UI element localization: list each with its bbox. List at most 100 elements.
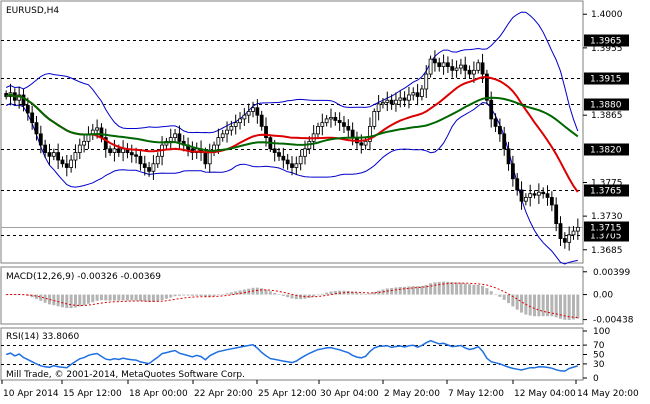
macd-histogram-bar xyxy=(446,281,450,295)
macd-histogram-bar xyxy=(299,294,303,300)
candle-body xyxy=(147,167,151,172)
macd-histogram-bar xyxy=(511,294,515,307)
macd-histogram-bar xyxy=(333,290,337,295)
macd-histogram-bar xyxy=(437,281,441,295)
macd-histogram-bar xyxy=(411,286,415,295)
candle-body xyxy=(337,120,342,124)
candle-body xyxy=(30,112,35,124)
copyright-text: Mill Trade, © 2001-2014, MetaQuotes Soft… xyxy=(6,370,245,380)
candle-body xyxy=(99,127,104,139)
macd-histogram-bar xyxy=(359,293,363,295)
macd-histogram-bar xyxy=(316,294,320,296)
macd-histogram-bar xyxy=(403,286,407,295)
candle-body xyxy=(43,144,48,153)
time-tick-label: 18 Apr 00:00 xyxy=(129,389,188,399)
macd-histogram-bar xyxy=(372,292,376,295)
candle-body xyxy=(363,140,368,146)
candle-body xyxy=(454,67,459,71)
candle-body xyxy=(372,111,377,127)
candle-body xyxy=(398,97,403,101)
candle-body xyxy=(459,64,463,69)
candle-body xyxy=(476,62,481,71)
macd-histogram-bar xyxy=(528,294,532,316)
candle-body xyxy=(528,193,533,198)
candle-body xyxy=(303,148,307,157)
macd-tick-label: -0.00438 xyxy=(593,316,634,326)
macd-histogram-bar xyxy=(173,294,177,297)
macd-histogram-bar xyxy=(225,293,229,295)
candle-body xyxy=(467,69,472,75)
macd-histogram-bar xyxy=(472,284,476,295)
candle-body xyxy=(428,58,433,75)
candle-body xyxy=(385,99,390,103)
macd-histogram-bar xyxy=(277,294,281,295)
candle-body xyxy=(536,191,541,196)
candle-body xyxy=(342,122,346,127)
macd-histogram-bar xyxy=(60,294,64,308)
candle-body xyxy=(424,73,429,90)
rsi-line xyxy=(5,339,579,372)
macd-histogram-bar xyxy=(69,294,73,309)
candle-body xyxy=(502,133,507,150)
candle-body xyxy=(567,234,572,243)
macd-histogram-bar xyxy=(30,294,34,298)
macd-histogram-bar xyxy=(134,294,138,301)
main-plot-layer xyxy=(1,11,583,265)
macd-histogram-bar xyxy=(186,294,190,296)
macd-histogram-bar xyxy=(238,290,242,295)
candle-body xyxy=(376,103,381,112)
macd-histogram-bar xyxy=(541,294,545,317)
candle-body xyxy=(251,107,255,112)
macd-histogram-bar xyxy=(130,294,134,301)
macd-histogram-bar xyxy=(160,294,164,301)
candle-body xyxy=(51,152,56,157)
price-level-label: 1.3880 xyxy=(590,101,622,111)
macd-plot-layer xyxy=(4,281,580,320)
macd-histogram-bar xyxy=(338,290,342,295)
main-panel[interactable] xyxy=(0,0,584,264)
macd-histogram-bar xyxy=(125,294,129,301)
macd-histogram-bar xyxy=(221,294,225,295)
macd-histogram-bar xyxy=(47,294,51,305)
macd-histogram-bar xyxy=(203,294,207,297)
rsi-tick-label: 100 xyxy=(593,327,610,337)
macd-histogram-bar xyxy=(121,294,125,301)
macd-histogram-bar xyxy=(177,294,181,296)
macd-histogram-bar xyxy=(65,294,69,309)
price-level-label: 1.3765 xyxy=(590,187,622,197)
moving-average-red xyxy=(5,76,579,193)
macd-histogram-bar xyxy=(572,294,576,320)
candle-body xyxy=(575,226,580,232)
candle-body xyxy=(255,107,260,116)
macd-histogram-bar xyxy=(78,294,82,307)
candle-body xyxy=(510,163,515,180)
candle-body xyxy=(368,125,372,142)
time-tick-label: 2 May 20:00 xyxy=(384,389,440,399)
macd-histogram-bar xyxy=(459,282,463,295)
price-tick-label: 1.3685 xyxy=(591,246,623,256)
moving-average-green xyxy=(5,93,579,152)
candle-body xyxy=(298,155,303,165)
macd-histogram-bar xyxy=(307,294,311,298)
price-tick-label: 1.4000 xyxy=(591,10,623,20)
candle-body xyxy=(233,122,238,127)
macd-signal-line xyxy=(6,282,578,318)
candle-body xyxy=(519,189,524,202)
candle-body xyxy=(389,99,394,105)
candle-body xyxy=(506,148,511,165)
candle-body xyxy=(407,94,411,101)
candle-body xyxy=(25,105,30,114)
candle-body xyxy=(112,148,117,153)
candle-body xyxy=(515,178,520,191)
macd-histogram-bar xyxy=(468,284,472,295)
macd-histogram-bar xyxy=(325,292,329,295)
macd-histogram-bar xyxy=(294,294,298,300)
macd-histogram-bar xyxy=(498,294,502,297)
price-tick-label: 1.3865 xyxy=(591,111,623,121)
candle-body xyxy=(246,111,251,116)
candle-body xyxy=(264,125,268,139)
candle-body xyxy=(480,62,485,75)
candle-body xyxy=(571,230,576,236)
